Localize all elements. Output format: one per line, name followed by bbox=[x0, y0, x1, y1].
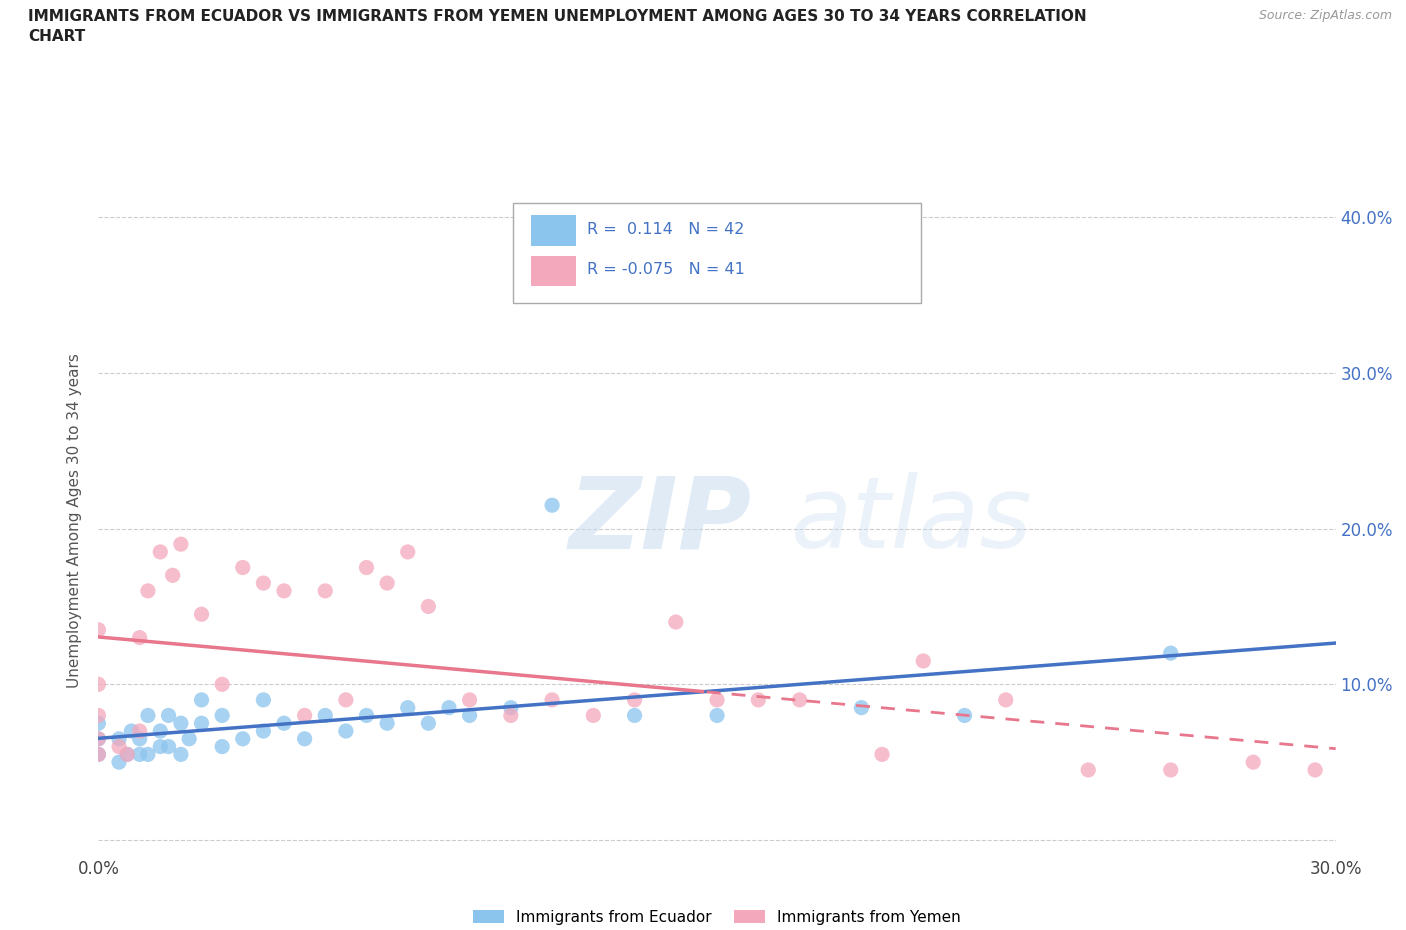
Point bbox=[273, 716, 295, 731]
Point bbox=[314, 583, 336, 598]
Point bbox=[149, 724, 172, 738]
Point bbox=[211, 739, 233, 754]
Point bbox=[953, 708, 976, 723]
Point bbox=[851, 700, 873, 715]
Point bbox=[232, 731, 254, 746]
Point bbox=[1160, 645, 1182, 660]
Point bbox=[170, 537, 193, 551]
Text: ZIP: ZIP bbox=[568, 472, 752, 569]
Point bbox=[128, 631, 150, 645]
Point bbox=[136, 708, 159, 723]
Text: R = -0.075   N = 41: R = -0.075 N = 41 bbox=[588, 262, 745, 277]
Point bbox=[190, 716, 212, 731]
Text: Source: ZipAtlas.com: Source: ZipAtlas.com bbox=[1258, 9, 1392, 22]
FancyBboxPatch shape bbox=[513, 203, 921, 303]
Point bbox=[136, 747, 159, 762]
Point bbox=[108, 739, 131, 754]
Point bbox=[418, 716, 440, 731]
Point bbox=[211, 708, 233, 723]
Point bbox=[541, 498, 564, 512]
Text: R =  0.114   N = 42: R = 0.114 N = 42 bbox=[588, 222, 745, 237]
Point bbox=[252, 693, 274, 708]
Legend: Immigrants from Ecuador, Immigrants from Yemen: Immigrants from Ecuador, Immigrants from… bbox=[467, 903, 967, 930]
Point bbox=[623, 708, 645, 723]
Point bbox=[375, 716, 398, 731]
Point bbox=[582, 708, 605, 723]
Point bbox=[87, 708, 110, 723]
FancyBboxPatch shape bbox=[531, 216, 576, 246]
Point bbox=[252, 576, 274, 591]
Point bbox=[912, 654, 935, 669]
Point bbox=[458, 693, 481, 708]
Point bbox=[294, 708, 316, 723]
Point bbox=[162, 568, 184, 583]
Y-axis label: Unemployment Among Ages 30 to 34 years: Unemployment Among Ages 30 to 34 years bbox=[67, 353, 83, 688]
Point bbox=[136, 583, 159, 598]
Point bbox=[117, 747, 139, 762]
Point bbox=[747, 693, 769, 708]
Point bbox=[870, 747, 893, 762]
Point bbox=[665, 615, 688, 630]
Point bbox=[706, 693, 728, 708]
Point bbox=[87, 716, 110, 731]
Point bbox=[499, 708, 522, 723]
Point bbox=[149, 739, 172, 754]
Point bbox=[1241, 755, 1264, 770]
Point bbox=[87, 747, 110, 762]
Point bbox=[108, 755, 131, 770]
Point bbox=[120, 724, 142, 738]
Point bbox=[157, 708, 180, 723]
Point bbox=[190, 606, 212, 621]
Point bbox=[170, 747, 193, 762]
Point bbox=[994, 693, 1017, 708]
Point bbox=[149, 544, 172, 559]
Point bbox=[356, 708, 378, 723]
Point bbox=[623, 693, 645, 708]
Point bbox=[418, 599, 440, 614]
Point bbox=[335, 724, 357, 738]
Point bbox=[190, 693, 212, 708]
Point bbox=[252, 724, 274, 738]
Text: atlas: atlas bbox=[792, 472, 1033, 569]
Point bbox=[499, 700, 522, 715]
Point bbox=[294, 731, 316, 746]
Point bbox=[179, 731, 201, 746]
Point bbox=[335, 693, 357, 708]
Point bbox=[375, 576, 398, 591]
Point bbox=[128, 747, 150, 762]
Point bbox=[1303, 763, 1326, 777]
Point bbox=[789, 693, 811, 708]
Point bbox=[541, 693, 564, 708]
Point bbox=[396, 544, 419, 559]
FancyBboxPatch shape bbox=[531, 256, 576, 286]
Point bbox=[273, 583, 295, 598]
Point bbox=[117, 747, 139, 762]
Point bbox=[458, 708, 481, 723]
Point bbox=[87, 677, 110, 692]
Point bbox=[128, 724, 150, 738]
Point bbox=[1077, 763, 1099, 777]
Point bbox=[87, 622, 110, 637]
Point bbox=[211, 677, 233, 692]
Point bbox=[157, 739, 180, 754]
Point bbox=[87, 747, 110, 762]
Point bbox=[1160, 763, 1182, 777]
Point bbox=[356, 560, 378, 575]
Point bbox=[87, 731, 110, 746]
Point bbox=[706, 708, 728, 723]
Point bbox=[87, 731, 110, 746]
Point bbox=[170, 716, 193, 731]
Point bbox=[437, 700, 460, 715]
Point bbox=[108, 731, 131, 746]
Point bbox=[128, 731, 150, 746]
Point bbox=[396, 700, 419, 715]
Point bbox=[232, 560, 254, 575]
Point bbox=[314, 708, 336, 723]
Text: IMMIGRANTS FROM ECUADOR VS IMMIGRANTS FROM YEMEN UNEMPLOYMENT AMONG AGES 30 TO 3: IMMIGRANTS FROM ECUADOR VS IMMIGRANTS FR… bbox=[28, 9, 1087, 44]
